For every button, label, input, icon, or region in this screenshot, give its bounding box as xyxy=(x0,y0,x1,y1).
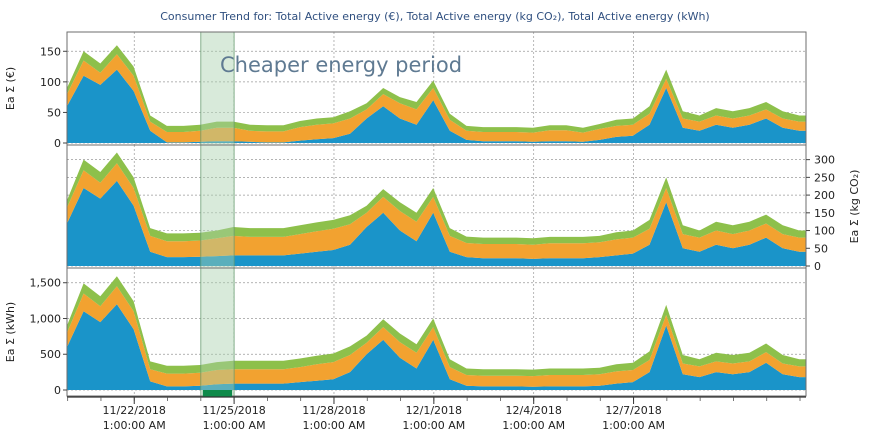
y-tick-label: 1,000 xyxy=(30,312,62,325)
y-axis-title: Ea Σ (kg CO₂) xyxy=(848,170,861,244)
x-tick-time: 1:00:00 AM xyxy=(402,419,465,432)
x-tick-date: 11/28/2018 xyxy=(302,404,365,417)
series-area-co2-3 xyxy=(67,152,806,245)
cheaper-period-band xyxy=(200,31,235,146)
plot-area: 0 50 100 150 Ea Σ (€) 0 50 100 150 200 250 300 Ea Σ … xyxy=(4,31,861,432)
x-tick-time: 1:00:00 AM xyxy=(602,419,665,432)
x-tick-date: 12/7/2018 xyxy=(605,404,661,417)
y-tick-label: 0 xyxy=(54,137,61,150)
panel-cost: 0 50 100 150 Ea Σ (€) xyxy=(4,31,807,150)
y-tick-label: 1,500 xyxy=(30,277,62,290)
y-tick-label: 0 xyxy=(814,260,821,273)
series-area-cost-1 xyxy=(67,69,806,143)
y-tick-label: 100 xyxy=(814,225,835,238)
y-tick-label: 200 xyxy=(814,189,835,202)
y-tick-label: 150 xyxy=(814,207,835,220)
panel-co2: 0 50 100 150 200 250 300 Ea Σ (kg CO₂) xyxy=(66,144,861,273)
panel-kwh: 0 500 1,000 1,500 Ea Σ (kWh) xyxy=(4,267,807,397)
series-area-co2-2 xyxy=(67,163,806,259)
x-tick-time: 1:00:00 AM xyxy=(103,419,166,432)
x-tick-date: 11/22/2018 xyxy=(103,404,166,417)
cheaper-energy-annotation: Cheaper energy period xyxy=(220,53,462,77)
y-axis-title: Ea Σ (€) xyxy=(4,67,17,110)
y-axis-title: Ea Σ (kWh) xyxy=(4,302,17,362)
cheaper-period-marker xyxy=(202,390,233,397)
y-tick-label: 50 xyxy=(47,106,61,119)
x-tick-date: 11/25/2018 xyxy=(202,404,265,417)
y-tick-label: 150 xyxy=(40,45,61,58)
cheaper-period-band xyxy=(200,144,235,269)
series-area-kwh-2 xyxy=(67,286,806,387)
y-tick-label: 300 xyxy=(814,154,835,167)
x-tick-time: 1:00:00 AM xyxy=(502,419,565,432)
panel-frame xyxy=(66,267,807,397)
y-tick-label: 500 xyxy=(40,348,61,361)
y-tick-label: 50 xyxy=(814,242,828,255)
y-tick-label: 0 xyxy=(54,384,61,397)
x-tick-date: 12/1/2018 xyxy=(406,404,462,417)
x-tick-time: 1:00:00 AM xyxy=(303,419,366,432)
cheaper-period-band xyxy=(200,267,235,397)
series-area-cost-3 xyxy=(67,45,806,133)
series-area-co2-1 xyxy=(67,180,806,266)
y-tick-label: 250 xyxy=(814,171,835,184)
x-tick-date: 12/4/2018 xyxy=(505,404,561,417)
y-tick-label: 100 xyxy=(40,76,61,89)
chart-title: Consumer Trend for: Total Active energy … xyxy=(160,10,709,23)
series-area-kwh-1 xyxy=(67,304,806,390)
series-area-cost-2 xyxy=(67,54,806,143)
x-tick-time: 1:00:00 AM xyxy=(203,419,266,432)
